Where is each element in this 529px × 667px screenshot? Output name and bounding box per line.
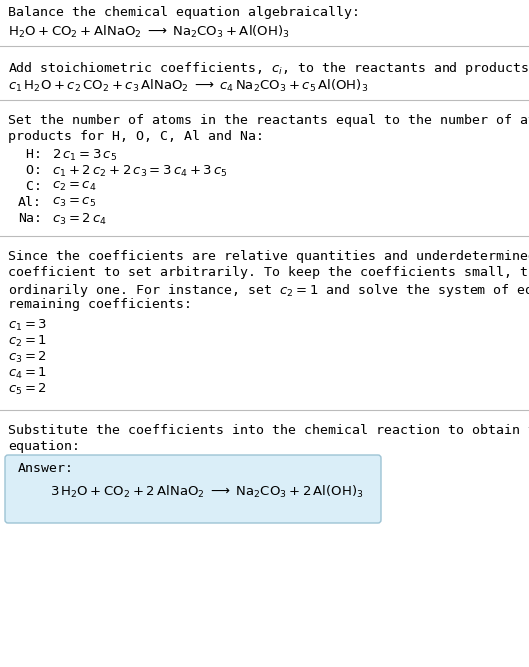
Text: $c_3 = 2\,c_4$: $c_3 = 2\,c_4$ — [52, 212, 107, 227]
Text: $\mathrm{H_2O + CO_2 + AlNaO_2 \;\longrightarrow\; Na_2CO_3 + Al(OH)_3}$: $\mathrm{H_2O + CO_2 + AlNaO_2 \;\longri… — [8, 24, 290, 40]
Text: products for H, O, C, Al and Na:: products for H, O, C, Al and Na: — [8, 130, 264, 143]
Text: Since the coefficients are relative quantities and underdetermined, choose a: Since the coefficients are relative quan… — [8, 250, 529, 263]
Text: $c_2 = c_4$: $c_2 = c_4$ — [52, 180, 96, 193]
Text: ordinarily one. For instance, set $c_2 = 1$ and solve the system of equations fo: ordinarily one. For instance, set $c_2 =… — [8, 282, 529, 299]
Text: Set the number of atoms in the reactants equal to the number of atoms in the: Set the number of atoms in the reactants… — [8, 114, 529, 127]
Text: $c_2 = 1$: $c_2 = 1$ — [8, 334, 47, 349]
Text: $c_3 = 2$: $c_3 = 2$ — [8, 350, 47, 365]
Text: equation:: equation: — [8, 440, 80, 453]
Text: O:: O: — [18, 164, 42, 177]
Text: $c_4 = 1$: $c_4 = 1$ — [8, 366, 47, 381]
Text: $c_3 = c_5$: $c_3 = c_5$ — [52, 196, 96, 209]
Text: Answer:: Answer: — [18, 462, 74, 475]
Text: $c_1 + 2\,c_2 + 2\,c_3 = 3\,c_4 + 3\,c_5$: $c_1 + 2\,c_2 + 2\,c_3 = 3\,c_4 + 3\,c_5… — [52, 164, 228, 179]
Text: $c_1 = 3$: $c_1 = 3$ — [8, 318, 47, 333]
Text: H:: H: — [18, 148, 42, 161]
FancyBboxPatch shape — [5, 455, 381, 523]
Text: $c_5 = 2$: $c_5 = 2$ — [8, 382, 47, 397]
Text: $3\,\mathrm{H_2O} + \mathrm{CO_2} + 2\,\mathrm{AlNaO_2}\;\longrightarrow\; \math: $3\,\mathrm{H_2O} + \mathrm{CO_2} + 2\,\… — [50, 484, 363, 500]
Text: Balance the chemical equation algebraically:: Balance the chemical equation algebraica… — [8, 6, 360, 19]
Text: remaining coefficients:: remaining coefficients: — [8, 298, 192, 311]
Text: $2\,c_1 = 3\,c_5$: $2\,c_1 = 3\,c_5$ — [52, 148, 117, 163]
Text: Al:: Al: — [18, 196, 42, 209]
Text: coefficient to set arbitrarily. To keep the coefficients small, the arbitrary va: coefficient to set arbitrarily. To keep … — [8, 266, 529, 279]
Text: Substitute the coefficients into the chemical reaction to obtain the balanced: Substitute the coefficients into the che… — [8, 424, 529, 437]
Text: C:: C: — [18, 180, 42, 193]
Text: Na:: Na: — [18, 212, 42, 225]
Text: $c_1\,\mathrm{H_2O} + c_2\,\mathrm{CO_2} + c_3\,\mathrm{AlNaO_2}\;\longrightarro: $c_1\,\mathrm{H_2O} + c_2\,\mathrm{CO_2}… — [8, 78, 368, 94]
Text: Add stoichiometric coefficients, $c_i$, to the reactants and products:: Add stoichiometric coefficients, $c_i$, … — [8, 60, 529, 77]
